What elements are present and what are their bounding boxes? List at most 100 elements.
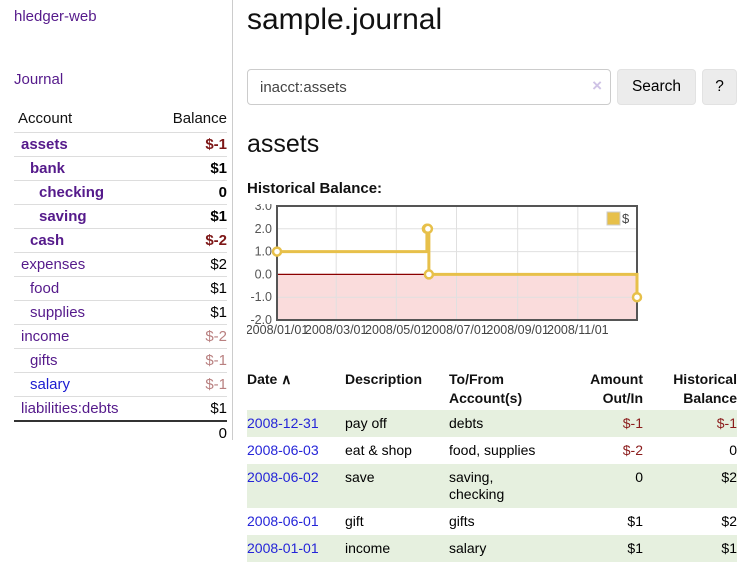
account-link-expenses[interactable]: expenses [21,256,86,273]
column-header-description: Description [345,371,423,387]
column-header-amount: Amount Out/In [590,371,643,406]
account-link-bank[interactable]: bank [30,160,66,177]
search-input[interactable] [247,69,611,105]
account-row: gifts $-1 [14,348,227,373]
register-row: 2008-01-01 income salary $1 $1 [247,535,737,562]
transaction-date-link[interactable]: 2008-01-01 [247,540,319,556]
sort-asc-icon: ∧ [281,371,292,387]
account-row: supplies $1 [14,300,227,325]
transaction-balance: $-1 [716,415,737,431]
register-header-row: Date ∧ Description To/From Account(s) Am… [247,368,737,410]
accounts-table: Account Balance assets $-1 bank $1 checking 0… [14,108,227,445]
sidebar-item-journal[interactable]: Journal [14,71,64,88]
svg-text:1.0: 1.0 [255,245,272,259]
chart-title: Historical Balance: [247,180,383,197]
transaction-date-link[interactable]: 2008-06-01 [247,513,319,529]
accounts-header-balance: Balance [172,110,227,127]
account-balance: $-1 [150,348,227,373]
page-title: sample.journal [247,3,443,36]
account-row: cash $-2 [14,228,227,253]
clear-search-icon[interactable]: × [592,76,602,95]
register-row: 2008-06-03 eat & shop food, supplies $-2 0 [247,437,737,464]
search-button[interactable]: Search [617,69,696,105]
account-balance: $1 [150,156,227,181]
transaction-balance: $2 [721,513,737,529]
transaction-balance: $2 [721,469,737,485]
transaction-accounts: saving, checking [449,469,505,502]
account-balance: $1 [150,276,227,301]
transaction-accounts: salary [449,540,487,556]
account-link-supplies[interactable]: supplies [30,304,86,321]
svg-text:2008/01/01: 2008/01/01 [247,323,308,337]
register-table: Date ∧ Description To/From Account(s) Am… [247,368,737,562]
svg-text:2008/09/01: 2008/09/01 [486,323,549,337]
account-link-salary[interactable]: salary [30,376,71,393]
account-link-cash[interactable]: cash [30,232,65,249]
account-row: income $-2 [14,324,227,349]
transaction-date-link[interactable]: 2008-06-03 [247,442,319,458]
register-row: 2008-06-02 save saving, checking 0 $2 [247,464,737,508]
account-balance: $1 [150,204,227,229]
accounts-total-row: 0 [14,420,227,445]
search-form: × Search ? [247,69,737,105]
brand-link[interactable]: hledger-web [14,8,97,25]
account-row: bank $1 [14,156,227,181]
svg-text:-1.0: -1.0 [250,290,272,304]
accounts-header-row: Account Balance [14,108,227,133]
svg-text:2008/03/01: 2008/03/01 [305,323,368,337]
svg-text:2008/07/01: 2008/07/01 [425,323,488,337]
account-balance: $1 [150,396,227,421]
transaction-amount: $-2 [622,442,643,458]
historical-balance-chart: 3.0 2.0 1.0 0.0 -1.0 -2.0 2008/01/01 2008/03/01… [247,204,737,340]
help-button[interactable]: ? [702,69,737,105]
account-row: food $1 [14,276,227,301]
sidebar: hledger-web Journal Account Balance asse… [0,0,233,445]
account-row: liabilities:debts $1 [14,396,227,421]
account-row: assets $-1 [14,132,227,157]
account-row: checking 0 [14,180,227,205]
transaction-amount: $-1 [622,415,643,431]
transaction-balance: 0 [729,442,737,458]
transaction-description: gift [345,513,364,529]
register-row: 2008-06-01 gift gifts $1 $2 [247,508,737,535]
svg-text:2.0: 2.0 [255,222,272,236]
transaction-amount: $1 [627,513,643,529]
search-input-wrap: × [247,69,611,105]
transaction-amount: 0 [635,469,643,485]
transaction-accounts: food, supplies [449,442,536,458]
svg-text:2008/11/01: 2008/11/01 [547,323,609,337]
account-balance: $-1 [150,132,227,157]
account-balance: 0 [150,180,227,205]
account-link-income[interactable]: income [21,328,70,345]
account-balance: $2 [150,252,227,277]
account-row: expenses $2 [14,252,227,277]
transaction-date-link[interactable]: 2008-12-31 [247,415,319,431]
transaction-description: eat & shop [345,442,412,458]
main-content: sample.journal × Search ? assets Histori… [247,0,737,562]
account-balance: $-2 [150,228,227,253]
account-heading: assets [247,130,320,158]
svg-text:2008/05/01: 2008/05/01 [365,323,428,337]
account-link-liabilities-debts[interactable]: liabilities:debts [21,400,119,417]
account-balance: $1 [150,300,227,325]
transaction-amount: $1 [627,540,643,556]
svg-text:3.0: 3.0 [255,204,272,213]
transaction-date-link[interactable]: 2008-06-02 [247,469,319,485]
account-row: saving $1 [14,204,227,229]
transaction-description: pay off [345,415,387,431]
account-link-food[interactable]: food [30,280,60,297]
register-row: 2008-12-31 pay off debts $-1 $-1 [247,410,737,437]
transaction-accounts: gifts [449,513,475,529]
column-header-accounts: To/From Account(s) [449,371,523,406]
account-link-assets[interactable]: assets [21,136,68,153]
column-header-date[interactable]: Date ∧ [247,371,292,387]
account-balance: $-2 [150,324,227,349]
account-link-checking[interactable]: checking [39,184,105,201]
account-balance: $-1 [150,372,227,397]
account-link-saving[interactable]: saving [39,208,87,225]
account-link-gifts[interactable]: gifts [30,352,58,369]
legend-label: $ [622,211,630,226]
accounts-total-balance: 0 [150,420,227,445]
svg-text:-2.0: -2.0 [250,313,272,327]
accounts-header-account: Account [18,110,73,127]
